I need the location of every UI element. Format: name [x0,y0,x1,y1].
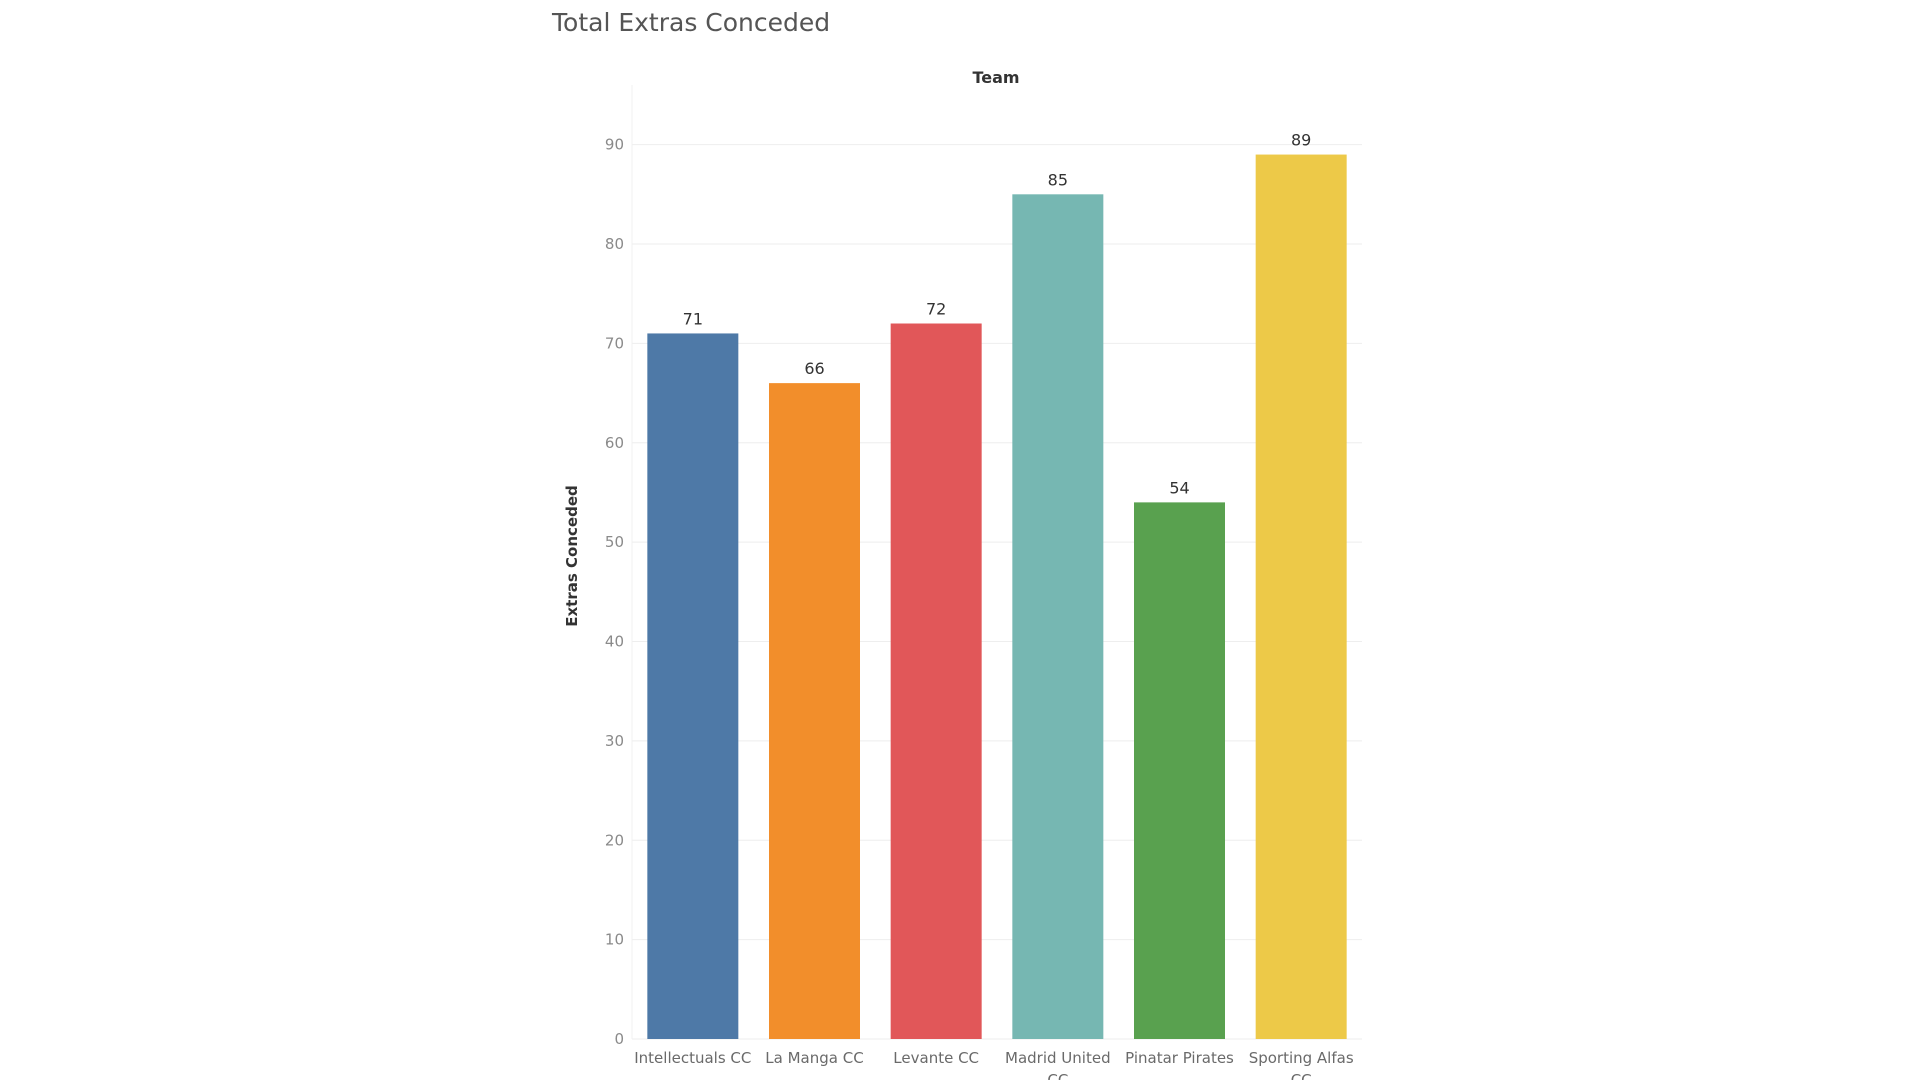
bar [1134,502,1225,1039]
bar-value-label: 66 [804,359,824,378]
x-category-label: Madrid United [1005,1049,1111,1067]
y-tick-label: 80 [605,235,624,253]
x-category-label: La Manga CC [765,1049,863,1067]
bar-value-label: 54 [1169,478,1189,497]
x-category-label: Pinatar Pirates [1125,1049,1234,1067]
bar-value-label: 89 [1291,131,1311,150]
y-tick-label: 60 [605,434,624,452]
y-tick-label: 10 [605,931,624,949]
y-tick-label: 0 [614,1030,624,1048]
y-tick-label: 90 [605,136,624,154]
bar [769,383,860,1039]
bar-value-label: 72 [926,300,946,319]
bar-value-label: 85 [1048,170,1068,189]
x-category-label: Levante CC [893,1049,979,1067]
chart-title: Total Extras Conceded [552,8,831,37]
column-header-team: Team [972,68,1020,87]
bar-value-label: 71 [683,309,703,328]
y-tick-label: 20 [605,831,624,849]
y-tick-label: 50 [605,533,624,551]
bar [647,333,739,1039]
bar [1012,194,1104,1039]
bar [890,323,982,1039]
y-tick-label: 70 [605,334,624,352]
y-tick-label: 30 [605,732,624,750]
y-tick-label: 40 [605,633,624,651]
x-category-label: Sporting Alfas [1249,1049,1354,1067]
x-category-label: CC [1047,1071,1068,1080]
x-category-label: Intellectuals CC [634,1049,751,1067]
bar [1255,154,1347,1039]
x-category-label: CC [1291,1071,1312,1080]
